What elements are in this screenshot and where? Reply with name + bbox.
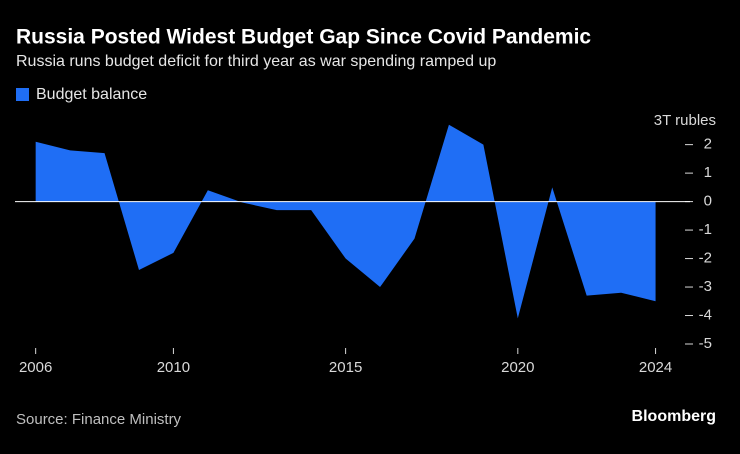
y-tick-label: 2 (704, 136, 712, 153)
y-tick-label: -4 (699, 306, 712, 323)
y-tick-label: -3 (699, 278, 712, 295)
y-tick-label: 0 (704, 193, 712, 210)
source: Source: Finance Ministry (16, 411, 182, 428)
x-tick-label: 2006 (19, 359, 52, 376)
area (35, 124, 656, 319)
chart-subtitle: Russia runs budget deficit for third yea… (16, 53, 496, 70)
x-tick-label: 2024 (639, 359, 672, 376)
x-tick-label: 2015 (329, 359, 362, 376)
brand: Bloomberg (632, 408, 716, 425)
y-tick-label: -2 (699, 250, 712, 267)
chart-title: Russia Posted Widest Budget Gap Since Co… (16, 26, 591, 49)
y-tick-label: -1 (699, 221, 712, 238)
y-tick-label: 1 (704, 164, 712, 181)
y-tick-label: -5 (699, 335, 712, 352)
y-unit-label: 3T rubles (654, 112, 716, 129)
x-tick-label: 2020 (501, 359, 534, 376)
legend-swatch (16, 88, 29, 101)
x-tick-label: 2010 (157, 359, 190, 376)
legend-label: Budget balance (36, 86, 147, 103)
